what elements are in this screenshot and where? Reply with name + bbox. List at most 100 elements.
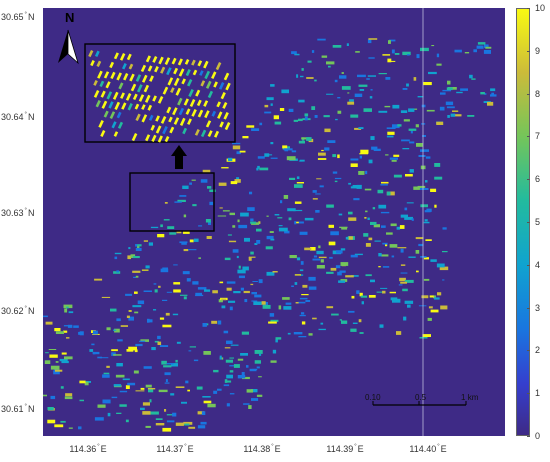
building-footprint xyxy=(188,426,196,429)
building-footprint xyxy=(133,276,136,278)
building-footprint xyxy=(365,243,371,247)
inset-building-footprint xyxy=(96,60,102,67)
building-footprint xyxy=(279,108,285,111)
building-footprint xyxy=(352,322,358,324)
building-footprint xyxy=(64,396,73,400)
building-footprint xyxy=(312,258,321,261)
building-footprint xyxy=(306,77,314,79)
building-footprint xyxy=(477,42,486,45)
building-footprint xyxy=(430,309,439,313)
building-footprint xyxy=(440,92,446,95)
building-footprint xyxy=(238,224,248,229)
colorbar-tick-mark xyxy=(527,307,530,309)
building-footprint xyxy=(147,388,156,390)
inset-building-footprint xyxy=(223,72,230,81)
building-footprint xyxy=(237,358,244,361)
building-footprint xyxy=(163,365,172,368)
building-footprint xyxy=(92,351,100,355)
building-footprint xyxy=(352,185,359,189)
lon-label-114-40: 114.40°E xyxy=(409,444,447,454)
building-footprint xyxy=(411,218,414,221)
building-footprint xyxy=(359,332,364,334)
building-footprint xyxy=(332,171,338,174)
building-footprint xyxy=(224,379,228,383)
inset-building-footprint xyxy=(148,114,154,121)
building-footprint xyxy=(45,352,49,354)
building-footprint xyxy=(286,156,296,161)
building-footprint xyxy=(211,320,218,324)
inset-building-footprint xyxy=(166,67,172,76)
building-footprint xyxy=(174,201,182,203)
building-footprint xyxy=(125,293,133,296)
inset-building-footprint xyxy=(207,130,213,138)
inset-building-footprint xyxy=(110,71,116,80)
building-footprint xyxy=(402,148,410,150)
inset-building-footprint xyxy=(203,60,209,69)
building-footprint xyxy=(209,201,214,206)
lon-label-114-37: 114.37°E xyxy=(156,444,194,454)
building-footprint xyxy=(111,396,118,399)
building-footprint xyxy=(305,300,311,302)
building-footprint xyxy=(311,50,315,53)
building-footprint xyxy=(257,156,265,159)
building-footprint xyxy=(300,75,304,78)
building-footprint xyxy=(348,310,355,313)
building-footprint xyxy=(386,191,391,196)
building-footprint xyxy=(151,347,156,351)
building-footprint xyxy=(314,115,318,118)
inset-building-footprint xyxy=(200,80,206,87)
building-footprint xyxy=(230,344,239,346)
inset-building-footprint xyxy=(170,87,175,94)
inset-building-footprint xyxy=(178,107,185,116)
building-footprint xyxy=(341,72,344,74)
building-footprint xyxy=(329,256,333,259)
building-footprint xyxy=(61,352,67,355)
building-footprint xyxy=(116,318,121,322)
building-footprint xyxy=(248,256,256,258)
building-footprint xyxy=(249,191,253,195)
inset-building-footprint xyxy=(118,82,124,90)
building-footprint xyxy=(135,275,139,278)
building-footprint xyxy=(274,121,282,125)
building-footprint xyxy=(43,315,48,318)
building-footprint xyxy=(179,241,188,244)
building-footprint xyxy=(296,182,304,184)
building-footprint xyxy=(237,375,246,379)
building-footprint xyxy=(241,372,245,376)
inset-building-footprint xyxy=(151,134,157,142)
building-footprint xyxy=(487,101,494,106)
building-footprint xyxy=(318,152,326,156)
building-footprint xyxy=(50,365,60,370)
inset-building-footprint xyxy=(150,124,156,131)
building-footprint xyxy=(79,399,84,402)
building-footprint xyxy=(173,264,178,266)
inset-building-footprint xyxy=(168,116,173,123)
building-footprint xyxy=(410,130,413,134)
building-footprint xyxy=(454,49,462,53)
building-footprint xyxy=(346,43,349,46)
building-footprint xyxy=(356,184,362,189)
building-footprint xyxy=(254,243,258,245)
inset-building-footprint xyxy=(111,121,117,129)
building-footprint xyxy=(164,409,167,412)
inset-building-footprint xyxy=(94,50,100,57)
building-footprint xyxy=(315,193,321,195)
building-footprint xyxy=(317,38,326,41)
building-footprint xyxy=(429,295,434,298)
building-footprint xyxy=(447,115,450,118)
building-footprint xyxy=(288,108,294,112)
building-footprint xyxy=(490,94,497,97)
building-footprint xyxy=(464,52,470,54)
building-footprint xyxy=(436,53,440,58)
building-footprint xyxy=(278,225,283,227)
building-footprint xyxy=(389,157,398,160)
colorbar-tick-mark xyxy=(527,50,530,52)
building-footprint xyxy=(206,323,209,326)
building-footprint xyxy=(183,214,187,218)
building-footprint xyxy=(430,188,437,192)
building-footprint xyxy=(445,101,454,106)
inset-building-footprint xyxy=(149,75,154,82)
building-footprint xyxy=(287,208,296,212)
building-footprint xyxy=(175,422,184,426)
building-footprint xyxy=(469,74,473,79)
